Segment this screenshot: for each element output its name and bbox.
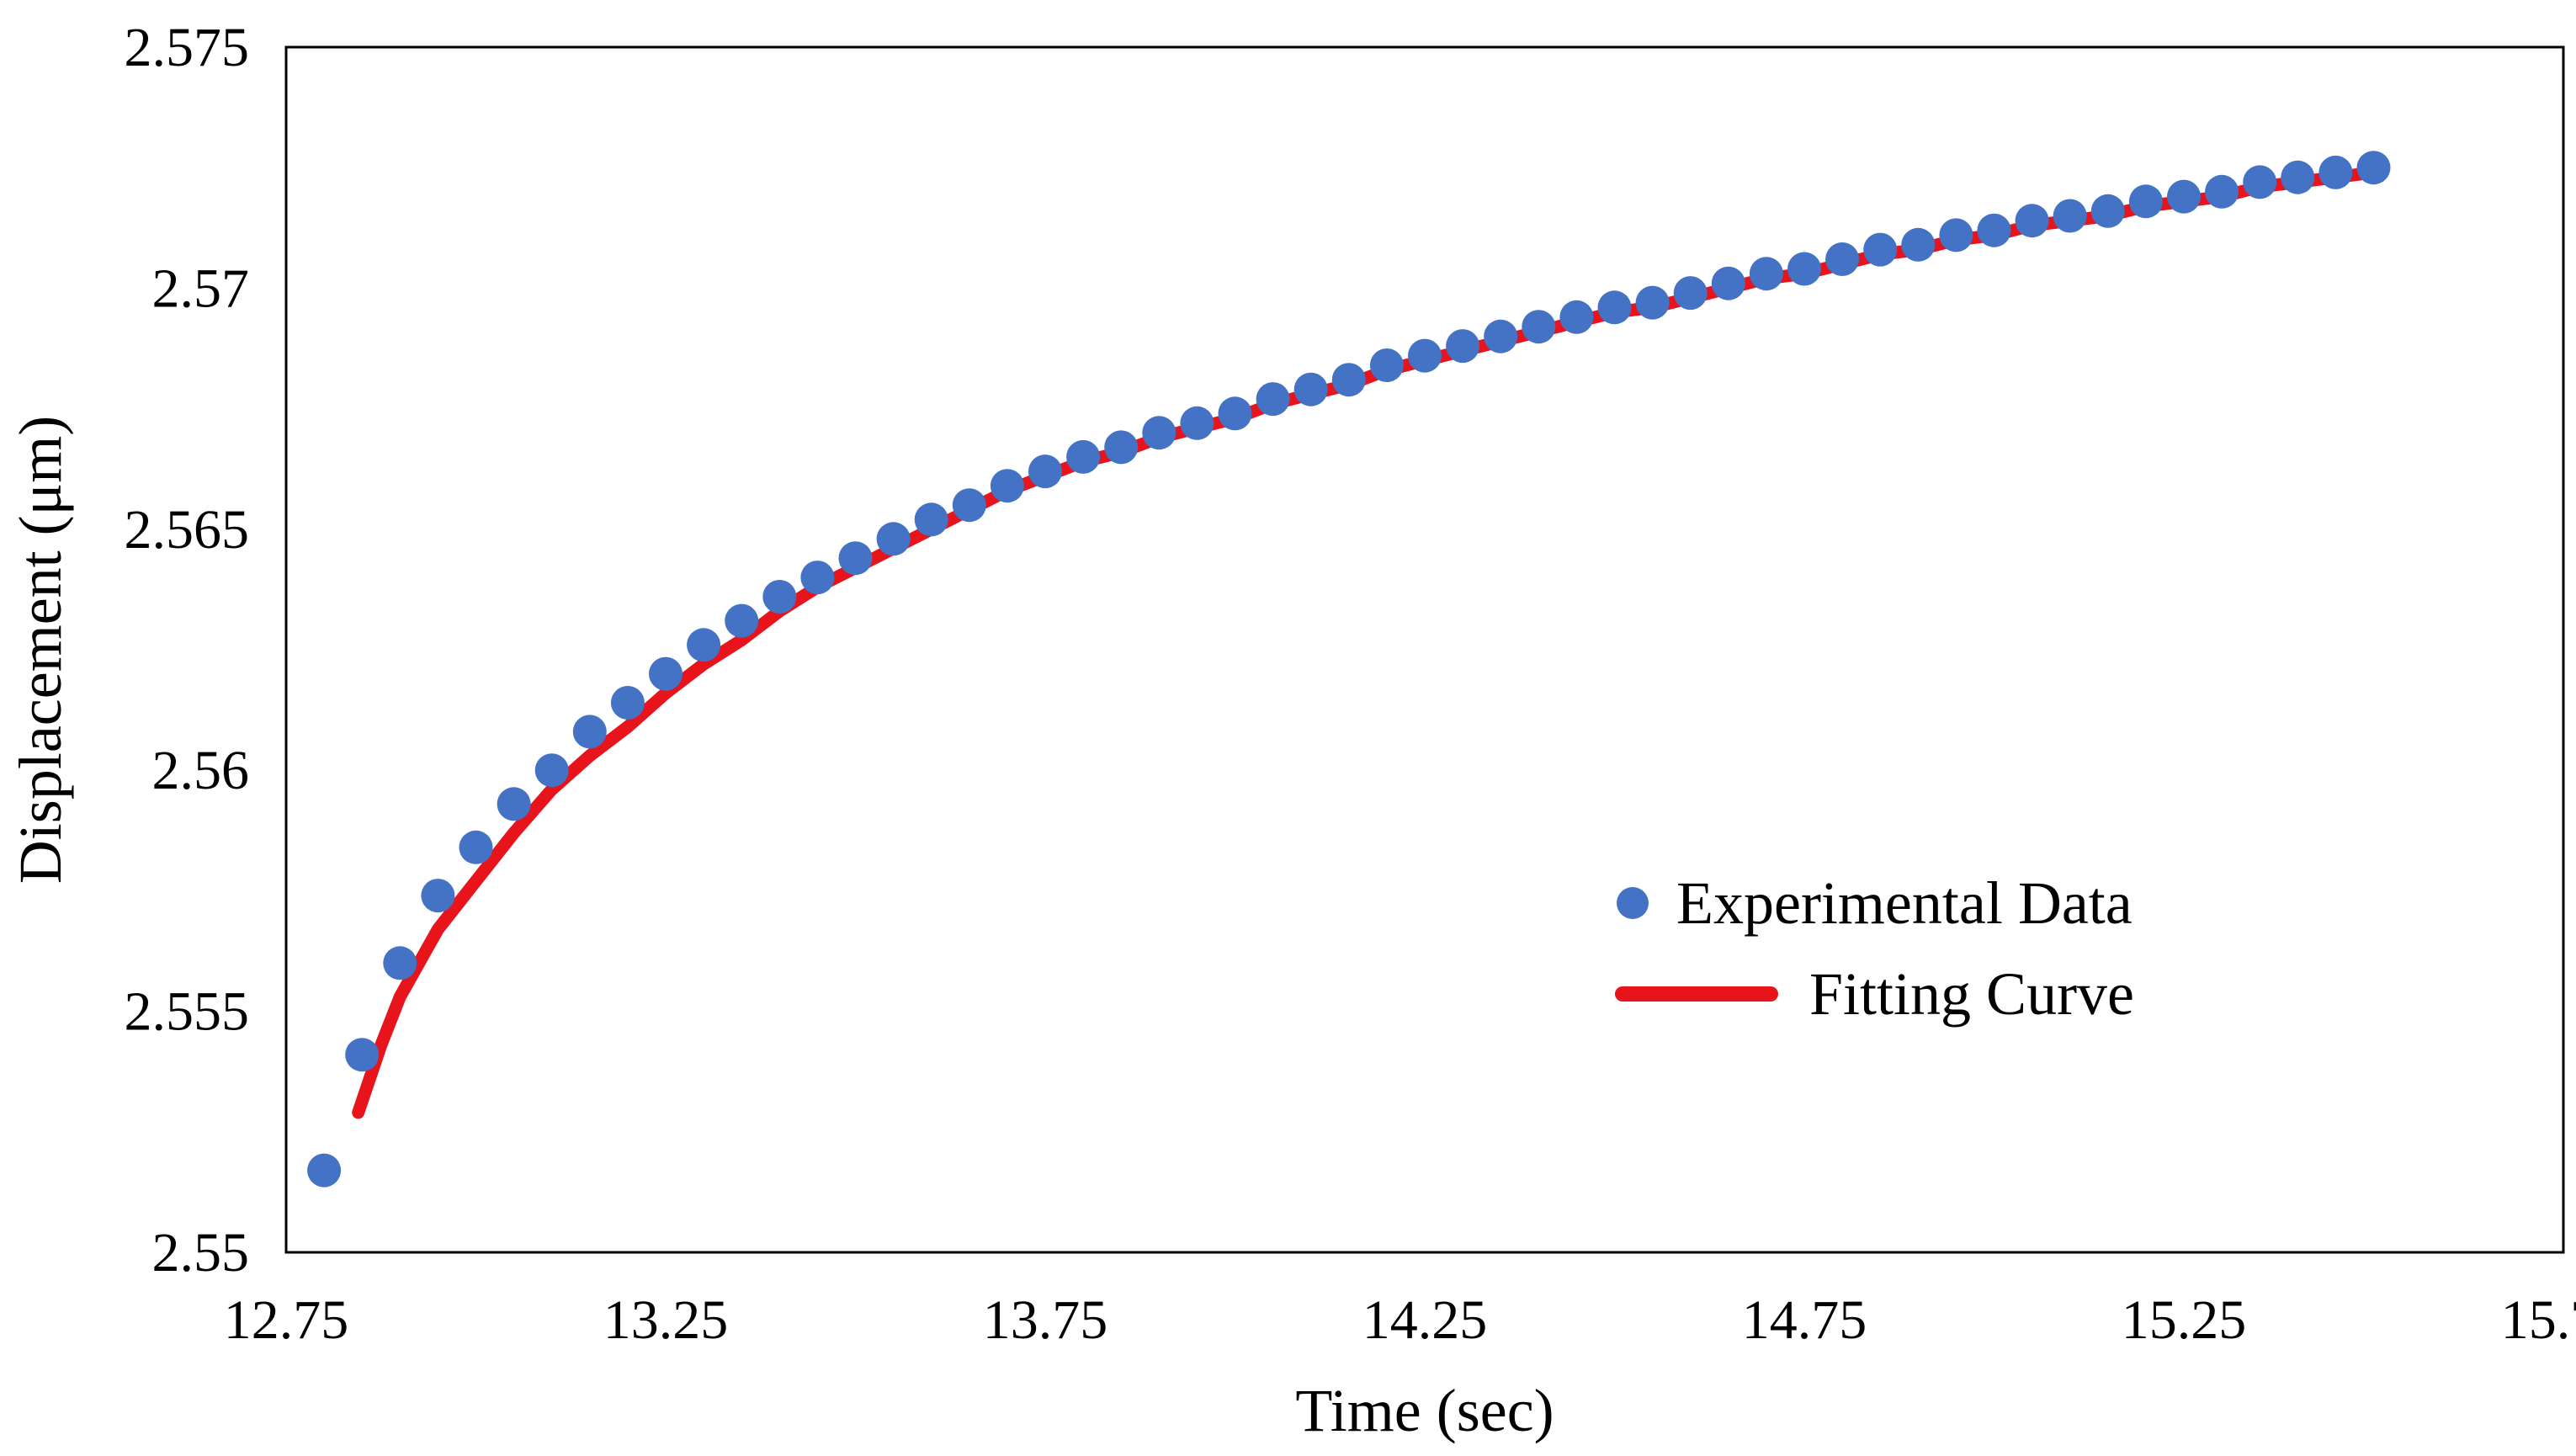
experimental-data-point [1142,416,1176,450]
experimental-data-point [1218,396,1252,431]
experimental-data-point [1977,213,2011,247]
experimental-data-point [952,488,986,523]
legend-label-experimental-data: Experimental Data [1676,869,2133,937]
y-tick-label: 2.555 [125,981,250,1043]
experimental-data-point [1635,285,1670,320]
experimental-data-point [307,1153,342,1188]
y-tick-label: 2.55 [152,1222,250,1283]
x-axis-tick-labels: 12.75 13.25 13.75 14.25 14.75 15.25 15.75 [224,1289,2576,1351]
experimental-data-point [2281,160,2315,194]
x-tick-label: 13.75 [983,1289,1108,1351]
y-tick-label: 2.57 [152,258,250,319]
experimental-data-point [1673,276,1708,311]
x-tick-label: 12.75 [224,1289,349,1351]
experimental-data-point [345,1038,380,1072]
experimental-data-point [1749,257,1783,291]
x-tick-label: 14.25 [1362,1289,1488,1351]
experimental-data-point [687,628,721,662]
experimental-data-point [1446,329,1480,364]
y-tick-label: 2.575 [125,17,250,78]
experimental-data-point [762,580,797,614]
x-tick-label: 14.75 [1742,1289,1867,1351]
experimental-data-point [1256,382,1290,417]
experimental-data-point [1104,430,1139,465]
experimental-data-point [1559,300,1594,334]
experimental-data-point [1939,218,1973,252]
experimental-data-point [1066,439,1101,474]
experimental-data-point [383,946,417,980]
experimental-data-point [2205,174,2239,209]
x-tick-label: 15.75 [2501,1289,2576,1351]
experimental-data-point [1597,290,1632,325]
experimental-data-point [1369,348,1404,382]
experimental-data-point [1331,363,1366,397]
experimental-data-point [649,656,683,691]
y-axis-title: Displacement (μm) [7,416,74,884]
experimental-data-point [1293,372,1328,407]
experimental-data-point [1711,266,1745,300]
experimental-data-point [421,879,455,913]
experimental-data-point [2356,151,2391,185]
experimental-points-layer [307,151,2391,1188]
experimental-data-point [1863,232,1898,267]
legend-marker-experimental-data [1617,887,1649,919]
plot-area-frame [284,45,2565,1254]
experimental-data-point [459,830,493,864]
experimental-data-point [725,603,759,638]
experimental-data-point [876,522,911,556]
experimental-data-point [1901,227,1936,262]
experimental-data-point [1028,454,1062,489]
y-axis-tick-labels: 2.55 2.555 2.56 2.565 2.57 2.575 [125,17,250,1283]
legend-label-fitting-curve: Fitting Curve [1809,960,2134,1028]
experimental-data-point [838,541,873,576]
experimental-data-point [1180,406,1214,440]
experimental-data-point [2015,204,2049,238]
experimental-data-point [2243,165,2277,199]
y-tick-label: 2.565 [125,499,250,561]
x-tick-label: 15.25 [2122,1289,2247,1351]
experimental-data-point [990,469,1024,503]
experimental-data-point [2053,199,2087,233]
experimental-data-point [610,686,645,720]
experimental-data-point [534,753,569,788]
y-tick-label: 2.56 [152,740,250,801]
experimental-data-point [1484,319,1518,353]
experimental-data-point [1522,310,1556,344]
experimental-data-point [914,502,948,537]
experimental-data-point [1408,338,1442,373]
experimental-data-point [572,715,607,749]
experimental-data-point [800,561,835,595]
experimental-data-point [497,787,531,821]
experimental-data-point [2128,184,2163,219]
x-tick-label: 13.25 [603,1289,729,1351]
experimental-data-point [1787,252,1821,286]
experimental-data-point [2318,155,2353,189]
x-axis-title: Time (sec) [1295,1377,1554,1444]
experimental-data-point [2090,194,2125,228]
legend: Experimental Data Fitting Curve [1615,869,2134,1028]
experimental-data-point [2167,179,2201,214]
experimental-data-point [1825,242,1860,276]
